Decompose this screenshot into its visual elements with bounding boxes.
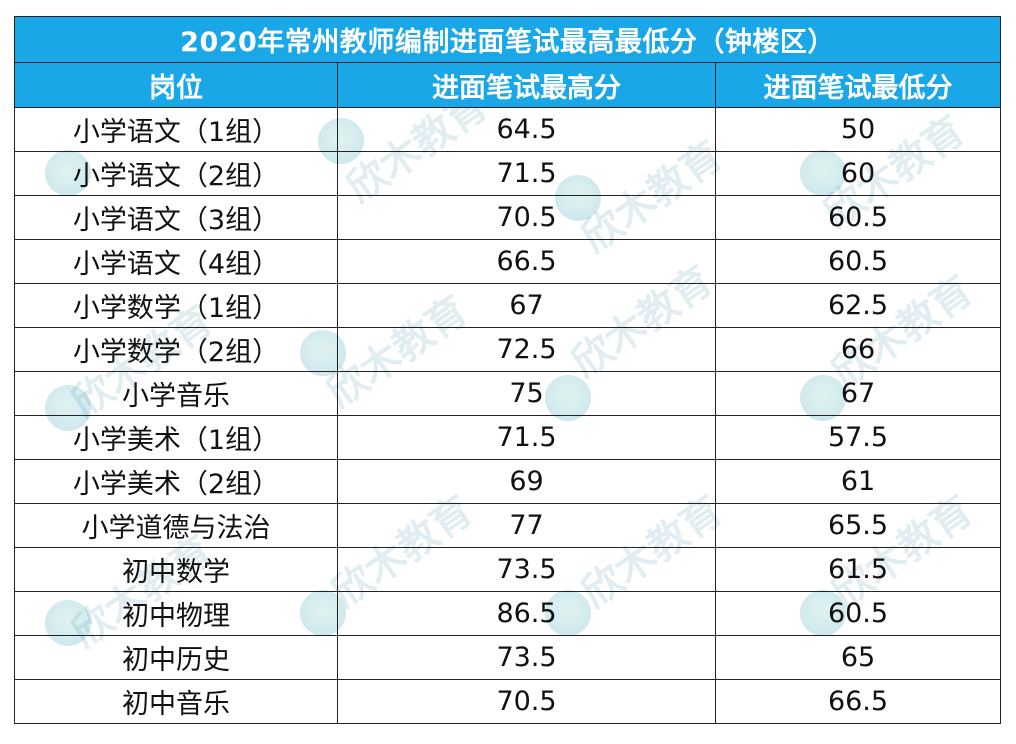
cell-max-score: 70.5 <box>337 195 716 240</box>
cell-max-score: 86.5 <box>337 591 716 636</box>
cell-min-score: 61 <box>714 459 1002 504</box>
cell-position: 初中数学 <box>14 547 338 592</box>
column-header-position: 岗位 <box>14 62 338 108</box>
cell-max-score: 72.5 <box>337 327 716 372</box>
cell-max-score: 70.5 <box>337 679 716 724</box>
cell-position: 小学数学（2组） <box>14 327 338 372</box>
table-row: 小学数学（2组） 72.5 66 <box>14 327 1002 372</box>
cell-min-score: 61.5 <box>714 547 1002 592</box>
cell-min-score: 60.5 <box>714 195 1002 240</box>
cell-min-score: 60.5 <box>714 239 1002 284</box>
score-table: 2020年常州教师编制进面笔试最高最低分（钟楼区） 岗位 进面笔试最高分 进面笔… <box>13 16 1002 724</box>
table-row: 小学美术（1组） 71.5 57.5 <box>14 415 1002 460</box>
table-row: 小学语文（4组） 66.5 60.5 <box>14 239 1002 284</box>
cell-position: 小学音乐 <box>14 371 338 416</box>
table-row: 初中数学 73.5 61.5 <box>14 547 1002 592</box>
cell-position: 小学数学（1组） <box>14 283 338 328</box>
cell-position: 小学语文（3组） <box>14 195 338 240</box>
cell-position: 初中物理 <box>14 591 338 636</box>
table-row: 小学数学（1组） 67 62.5 <box>14 283 1002 328</box>
table-row: 小学音乐 75 67 <box>14 371 1002 416</box>
column-header-min-score: 进面笔试最低分 <box>714 62 1002 108</box>
cell-max-score: 66.5 <box>337 239 716 284</box>
cell-min-score: 50 <box>714 107 1002 152</box>
cell-min-score: 62.5 <box>714 283 1002 328</box>
table-row: 初中物理 86.5 60.5 <box>14 591 1002 636</box>
cell-position: 小学语文（2组） <box>14 151 338 196</box>
table-row: 小学道德与法治 77 65.5 <box>14 503 1002 548</box>
cell-min-score: 65.5 <box>714 503 1002 548</box>
cell-max-score: 69 <box>337 459 716 504</box>
cell-max-score: 64.5 <box>337 107 716 152</box>
cell-min-score: 66 <box>714 327 1002 372</box>
cell-max-score: 71.5 <box>337 151 716 196</box>
table-row: 小学语文（1组） 64.5 50 <box>14 107 1002 152</box>
cell-min-score: 57.5 <box>714 415 1002 460</box>
table-row: 小学语文（3组） 70.5 60.5 <box>14 195 1002 240</box>
cell-min-score: 66.5 <box>714 679 1002 724</box>
cell-position: 小学美术（1组） <box>14 415 338 460</box>
cell-position: 小学道德与法治 <box>14 503 338 548</box>
cell-max-score: 67 <box>337 283 716 328</box>
cell-min-score: 67 <box>714 371 1002 416</box>
column-header-max-score: 进面笔试最高分 <box>337 62 716 108</box>
cell-min-score: 60.5 <box>714 591 1002 636</box>
table-row: 小学语文（2组） 71.5 60 <box>14 151 1002 196</box>
cell-max-score: 75 <box>337 371 716 416</box>
cell-position: 初中历史 <box>14 635 338 680</box>
cell-max-score: 77 <box>337 503 716 548</box>
cell-position: 小学美术（2组） <box>14 459 338 504</box>
cell-min-score: 60 <box>714 151 1002 196</box>
table-row: 初中音乐 70.5 66.5 <box>14 679 1002 724</box>
title-row: 2020年常州教师编制进面笔试最高最低分（钟楼区） <box>13 16 1002 63</box>
cell-max-score: 73.5 <box>337 547 716 592</box>
cell-position: 小学语文（4组） <box>14 239 338 284</box>
table-title: 2020年常州教师编制进面笔试最高最低分（钟楼区） <box>13 16 1002 63</box>
header-row: 岗位 进面笔试最高分 进面笔试最低分 <box>14 62 1002 108</box>
cell-min-score: 65 <box>714 635 1002 680</box>
table-row: 小学美术（2组） 69 61 <box>14 459 1002 504</box>
cell-max-score: 71.5 <box>337 415 716 460</box>
cell-max-score: 73.5 <box>337 635 716 680</box>
cell-position: 初中音乐 <box>14 679 338 724</box>
cell-position: 小学语文（1组） <box>14 107 338 152</box>
table-row: 初中历史 73.5 65 <box>14 635 1002 680</box>
